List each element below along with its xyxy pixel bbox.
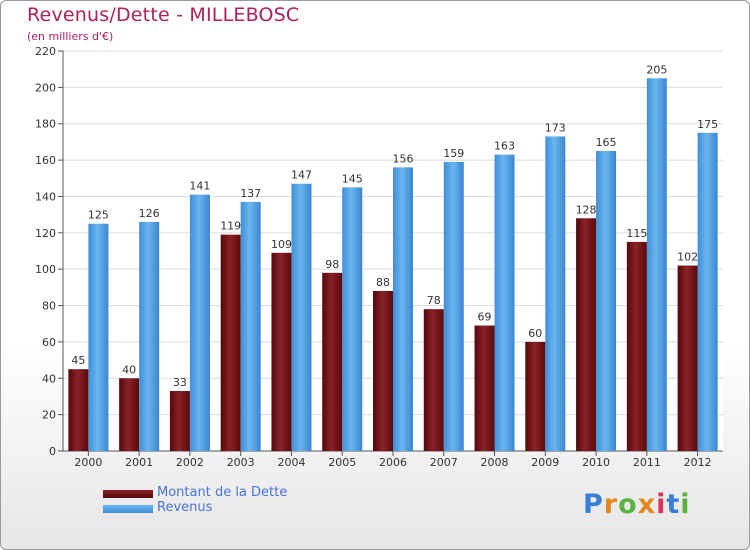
x-tick-label: 2008 [481,456,509,469]
y-tick-label: 0 [49,445,56,458]
data-label-dette: 45 [71,354,85,367]
x-tick-label: 2012 [684,456,712,469]
bar-dette [677,265,698,451]
bar-dette [423,309,444,451]
bar-revenus [291,183,312,451]
y-tick-label: 160 [35,154,56,167]
data-label-revenus: 126 [139,207,160,220]
data-label-revenus: 165 [596,136,617,149]
proxiti-logo: Proxiti [583,489,691,520]
x-tick-label: 2009 [531,456,559,469]
bar-dette [220,234,241,451]
bar-revenus [342,187,363,451]
data-label-dette: 78 [427,294,441,307]
logo-letter: P [583,489,604,520]
bar-dette [525,341,546,451]
bar-dette [474,325,495,451]
x-tick-label: 2006 [379,456,407,469]
logo-letter: i [656,489,667,520]
y-tick-label: 220 [35,45,56,58]
label-layer: 45 125 40 126 33 141 119 137 109 147 98 145 88 156 78 1… [71,63,718,389]
bar-revenus [646,78,667,451]
data-label-dette: 33 [173,376,187,389]
y-tick-label: 40 [42,372,56,385]
bar-layer [68,78,718,452]
data-label-revenus: 125 [88,209,109,222]
legend-label-revenus: Revenus [157,500,213,515]
y-tick-label: 20 [42,409,56,422]
x-tick-label: 2001 [125,456,153,469]
y-tick-label: 200 [35,81,56,94]
data-label-dette: 98 [325,258,339,271]
bar-revenus [393,167,413,451]
data-label-revenus: 159 [443,147,464,160]
y-tick-label: 60 [42,336,56,349]
x-tick-label: 2003 [227,456,255,469]
bar-revenus [596,151,617,451]
logo-letter: o [618,489,638,520]
data-label-dette: 88 [376,276,390,289]
data-label-dette: 119 [220,220,241,233]
bar-revenus [494,154,515,452]
bar-revenus [697,132,718,451]
bar-revenus [545,136,566,452]
data-label-dette: 109 [271,238,292,251]
x-tick-label: 2002 [176,456,204,469]
logo-letter: i [680,489,691,520]
data-label-revenus: 173 [545,121,566,134]
data-label-dette: 102 [677,251,698,264]
data-label-dette: 69 [478,311,492,324]
data-label-dette: 128 [576,203,597,216]
data-label-dette: 60 [528,327,542,340]
bar-dette [626,241,647,451]
x-tick-label: 2010 [582,456,610,469]
y-tick-label: 100 [35,263,56,276]
chart-title: Revenus/Dette - MILLEBOSC [27,4,300,26]
bar-dette [271,252,292,451]
bar-revenus [240,201,261,451]
logo-letter: x [637,489,657,520]
data-label-revenus: 147 [291,169,312,182]
bar-dette [373,291,393,451]
bar-dette [322,272,343,451]
legend-label-debt: Montant de la Dette [157,485,288,500]
bar-dette [68,369,89,451]
y-tick-label: 80 [42,300,56,313]
bar-revenus [88,223,109,451]
data-label-revenus: 141 [189,180,210,193]
legend-swatch-revenus [103,505,153,513]
data-label-dette: 115 [626,227,647,240]
data-label-revenus: 137 [240,187,261,200]
y-tick-label: 120 [35,227,56,240]
bar-dette [169,391,190,451]
chart-subtitle: (en milliers d'€) [27,30,114,43]
data-label-revenus: 205 [646,63,667,76]
bar-revenus [139,221,160,451]
data-label-revenus: 145 [342,172,363,185]
x-tick-label: 2000 [74,456,102,469]
bar-revenus [443,161,464,451]
bar-dette [119,378,140,451]
data-label-revenus: 156 [393,152,414,165]
logo-letter: r [603,489,619,520]
data-label-revenus: 175 [697,118,718,131]
y-tick-label: 140 [35,190,56,203]
bar-revenus [189,194,210,452]
x-tick-label: 2005 [328,456,356,469]
x-tick-label: 2004 [277,456,305,469]
data-label-dette: 40 [122,363,136,376]
y-tick-label: 180 [35,118,56,131]
bar-dette [576,218,597,451]
x-tick-label: 2011 [633,456,661,469]
legend-swatch-debt [103,490,153,498]
data-label-revenus: 163 [494,140,515,153]
logo-letter: t [666,489,681,520]
x-tick-label: 2007 [430,456,458,469]
